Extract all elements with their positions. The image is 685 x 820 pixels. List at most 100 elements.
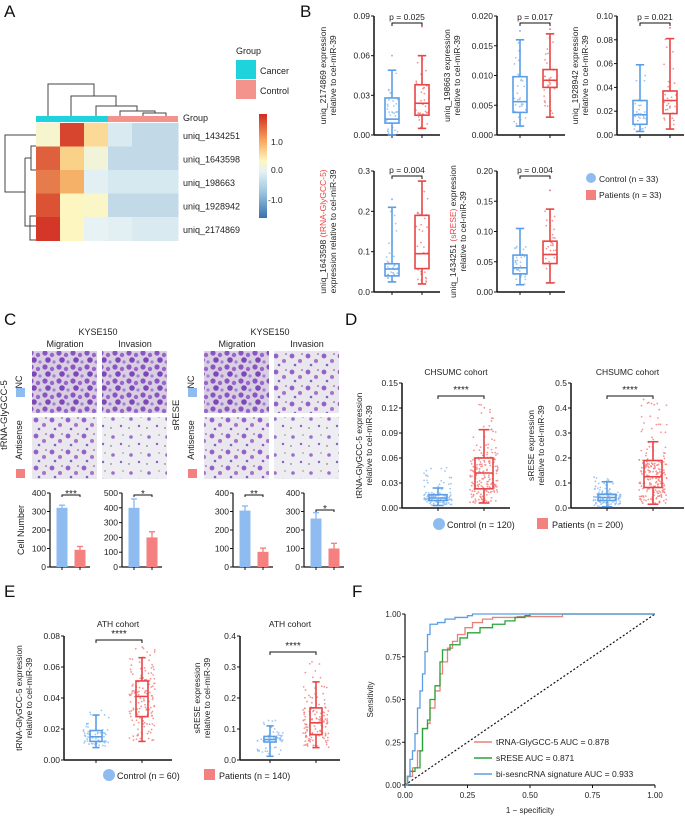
control-point (450, 476, 453, 479)
control-point (385, 256, 388, 258)
patients-point (490, 428, 493, 431)
patients-point (424, 105, 427, 108)
patients-point (489, 408, 491, 411)
control-point (643, 79, 646, 82)
reference-diagonal (404, 613, 656, 786)
control-point (426, 494, 429, 497)
patients-point (665, 463, 668, 466)
control-point (98, 744, 100, 747)
patients-point (663, 457, 666, 460)
colorbar (259, 114, 267, 218)
patients-point (326, 736, 329, 739)
patients-point (477, 491, 480, 493)
patients-point (312, 744, 315, 747)
patients-point (640, 449, 643, 452)
y-tick-label: 0.09 (381, 428, 398, 438)
y-tick-label: 0.0 (224, 755, 236, 765)
patients-point (153, 724, 156, 727)
patients-point (130, 694, 132, 696)
control-point (389, 114, 392, 116)
patients-point (654, 481, 657, 484)
patients-point (494, 451, 497, 454)
control-point (516, 85, 519, 87)
y-tick-label: 0.4 (224, 631, 236, 641)
patients-point (326, 717, 329, 720)
patients-point (552, 41, 554, 44)
patients-point (318, 703, 320, 706)
control-point (388, 252, 391, 255)
significance-bracket (519, 22, 551, 26)
control-point (596, 487, 599, 490)
patients-point (545, 247, 548, 250)
control-point (633, 128, 636, 131)
highlighted-name: (tRNA-GlyGCC-5) (318, 169, 328, 237)
patients-point (426, 123, 429, 125)
control-point (514, 259, 517, 262)
patients-point (552, 249, 555, 252)
legend-control-marker (103, 769, 115, 781)
heatmap-row-label: uniq_1928942 (183, 202, 240, 212)
patients-point (139, 717, 141, 719)
y-tick-label: 0.2 (224, 693, 236, 703)
bar-chart-1: 0 100 200 300 400 *** (32, 488, 90, 572)
control-point (107, 741, 110, 744)
colorbar-tick: -1.0 (268, 195, 283, 205)
y-axis-label: uniq_1928942 expression (570, 27, 580, 125)
patients-point (153, 651, 156, 653)
control-point (103, 740, 105, 743)
patients-point (471, 490, 474, 493)
patients-point (149, 706, 152, 709)
patients-point (478, 463, 481, 466)
panel-label-b: B (300, 2, 311, 21)
control-point (275, 746, 277, 749)
plot-title: ATH cohort (269, 619, 312, 629)
patients-point (544, 59, 546, 61)
patients-point (132, 708, 135, 711)
control-point (639, 104, 642, 107)
patients-point (664, 93, 667, 96)
y-tick-label: 100 (32, 544, 46, 554)
bar-antisense (146, 537, 158, 567)
y-tick-label: 0.15 (381, 378, 398, 388)
column-label-migration: Migration (46, 339, 83, 349)
patients-point (658, 471, 661, 473)
control-point (426, 498, 429, 501)
patients-point (476, 492, 478, 495)
colorbar-tick: 0.0 (271, 165, 283, 175)
heatmap-cell (155, 146, 179, 171)
control-point (428, 502, 431, 505)
patients-point (326, 739, 329, 742)
patients-point (304, 715, 307, 718)
patients-point (153, 705, 156, 708)
patients-point (147, 672, 150, 675)
heatmap-cell (84, 170, 109, 194)
patients-point (478, 449, 481, 452)
patients-point (152, 685, 154, 688)
control-point (437, 485, 440, 488)
control-point (83, 741, 86, 744)
control-point (444, 470, 446, 472)
control-point (103, 735, 105, 738)
patients-point (544, 257, 547, 260)
patients-point (663, 101, 666, 104)
heatmap-cell (84, 123, 109, 147)
patients-point (496, 452, 499, 455)
patients-point (327, 710, 330, 712)
control-point (449, 487, 452, 490)
y-tick-label: 0 (41, 562, 46, 572)
patients-point (490, 490, 493, 493)
patients-point (423, 217, 426, 220)
patients-point (425, 111, 428, 114)
patients-point (658, 501, 661, 504)
y-axis-label: relative to cel-miR-39 (536, 405, 546, 486)
patients-point (653, 467, 655, 470)
patients-point (648, 445, 651, 448)
y-tick-label: 0.1 (555, 478, 567, 488)
control-point (270, 726, 273, 729)
patients-point (662, 482, 665, 485)
significance-bracket (391, 175, 423, 179)
legend-control-label: Control (n = 120) (447, 520, 515, 530)
patients-point (481, 478, 484, 480)
control-point (515, 256, 518, 259)
patients-box (414, 214, 430, 270)
